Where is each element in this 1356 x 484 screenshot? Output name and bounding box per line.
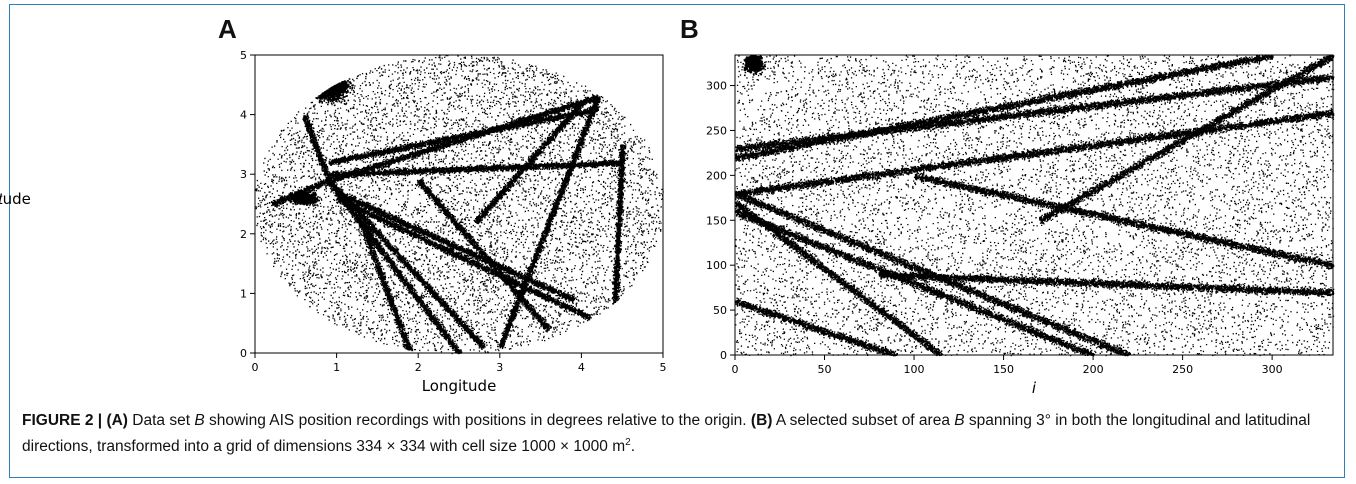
b-y-tick-label: 0 [720, 349, 727, 362]
b-y-tick-label: 200 [706, 169, 727, 182]
panel-a-points [255, 55, 664, 355]
figure-caption: FIGURE 2 | (A) Data set B showing AIS po… [22, 408, 1332, 460]
caption-b-sup: 2 [625, 436, 631, 448]
a-x-tick-label: 3 [496, 361, 503, 374]
figure-panels: 0 1 2 3 4 5 0 1 2 3 4 5 Longitude Latitude 0 50 100 1… [0, 49, 1335, 397]
b-x-tick-label: 100 [904, 363, 925, 376]
b-x-tick-label: 150 [993, 363, 1014, 376]
panel-a-letter: A [218, 14, 237, 44]
a-x-tick-label: 4 [578, 361, 585, 374]
panel-a-y-ticks: 0 1 2 3 4 5 [240, 49, 255, 360]
b-y-tick-label: 100 [706, 259, 727, 272]
caption-b-var: B [954, 412, 965, 429]
caption-b-text-1: A selected subset of area [772, 412, 955, 429]
panel-a-x-axis-label: Longitude [422, 377, 497, 395]
panel-b-y-axis-label: j [0, 191, 3, 209]
b-x-tick-label: 300 [1262, 363, 1283, 376]
b-x-tick-label: 0 [732, 363, 739, 376]
caption-figure-label: FIGURE 2 | [22, 412, 107, 429]
caption-a-text-2: showing AIS position recordings with pos… [204, 412, 751, 429]
a-x-tick-label: 2 [415, 361, 422, 374]
panel-a-y-axis-label: Latitude [0, 190, 31, 208]
b-scatter-points [735, 55, 1335, 357]
panel-b-plot-frame [734, 54, 1334, 356]
a-x-tick-label: 5 [660, 361, 667, 374]
b-y-tick-label: 150 [706, 214, 727, 227]
caption-a-text-1: Data set [127, 412, 195, 429]
a-scatter-points [255, 55, 664, 355]
a-x-tick-label: 0 [252, 361, 259, 374]
a-y-tick-label: 1 [240, 287, 247, 300]
panel-b-y-ticks: 0 50 100 150 200 250 300 [706, 80, 735, 362]
b-x-tick-label: 250 [1172, 363, 1193, 376]
caption-b-tag: (B) [750, 412, 773, 429]
caption-b-text-2: spanning 3° in both the longitudinal and… [22, 412, 1311, 455]
b-x-tick-label: 50 [818, 363, 832, 376]
b-y-tick-label: 250 [706, 124, 727, 137]
a-y-tick-label: 5 [240, 49, 247, 62]
panel-b-x-ticks: 0 50 100 150 200 250 300 [732, 355, 1283, 376]
a-y-tick-label: 3 [240, 168, 247, 181]
b-y-tick-label: 50 [713, 304, 727, 317]
caption-b-end: . [630, 438, 635, 455]
a-y-tick-label: 0 [240, 347, 247, 360]
panel-a-plot-frame [254, 54, 664, 354]
b-x-tick-label: 200 [1083, 363, 1104, 376]
panel-a-chart: 0 1 2 3 4 5 0 1 2 3 4 5 Longitude Latitude [0, 49, 667, 395]
caption-a-var: B [194, 412, 205, 429]
figure-frame [9, 4, 1345, 478]
a-y-tick-label: 2 [240, 228, 247, 241]
b-y-tick-label: 300 [706, 80, 727, 93]
caption-a-tag: (A) [106, 412, 128, 429]
a-y-tick-label: 4 [240, 109, 247, 122]
panel-b-x-axis-label: i [1032, 379, 1037, 397]
panel-a-x-ticks: 0 1 2 3 4 5 [252, 353, 667, 374]
a-x-tick-label: 1 [333, 361, 340, 374]
panel-b-letter: B [680, 14, 699, 44]
panel-b-points [735, 55, 1335, 357]
